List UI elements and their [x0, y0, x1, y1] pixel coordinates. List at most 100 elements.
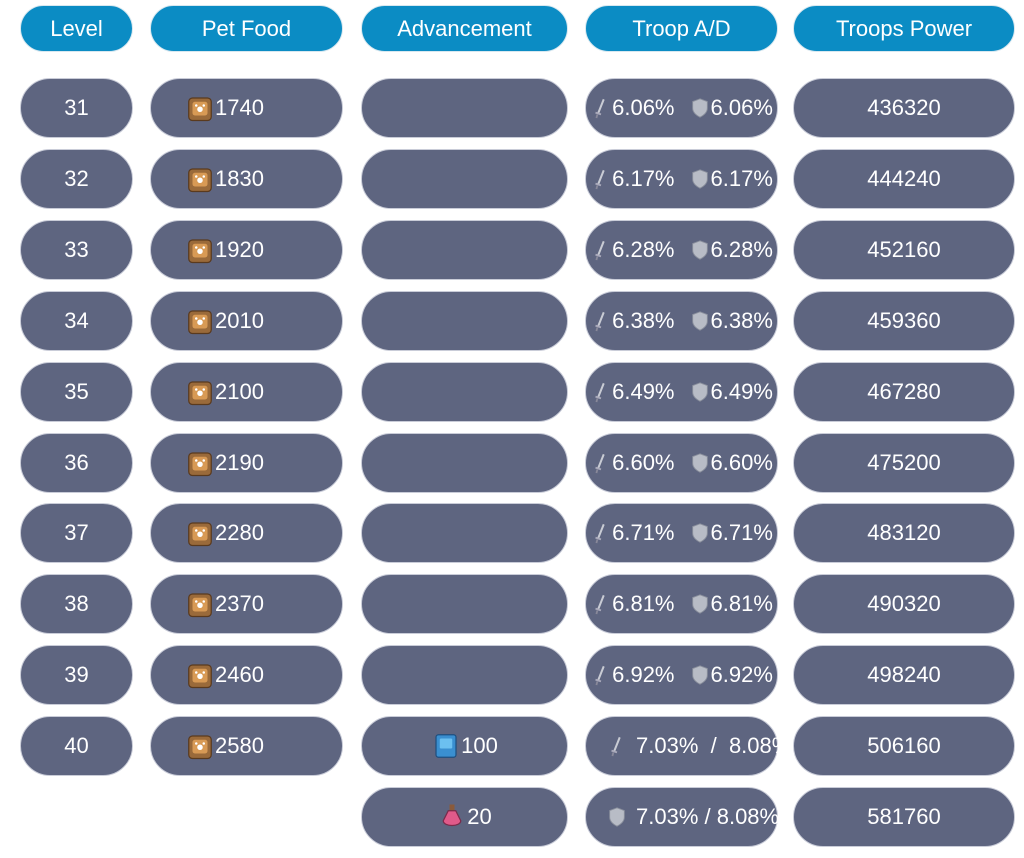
pet-food-text: 2280	[215, 520, 264, 546]
advancement-cell	[361, 78, 568, 138]
troop-cell small: 6.71% 6.71%	[585, 503, 778, 564]
header-text: Troops Power	[835, 15, 973, 41]
sword-icon	[595, 453, 605, 473]
advancement-cell: 100	[361, 716, 568, 777]
power-cell: 452160	[793, 219, 1015, 280]
sword-icon	[595, 595, 605, 615]
advancement-cell	[361, 290, 568, 351]
defense-text: 6.17%	[710, 165, 773, 191]
level-cell: 38	[20, 574, 133, 635]
pet-food-cell: 2100	[150, 361, 343, 422]
pet-food-text: 2100	[215, 378, 264, 404]
book-icon	[435, 734, 457, 758]
power-cell: 436320	[793, 78, 1015, 138]
level-text: 35	[64, 378, 89, 404]
pet-food-cell: 1740	[150, 78, 343, 138]
troop-cell small: 6.06% 6.06%	[585, 78, 778, 138]
food-icon	[188, 664, 212, 689]
troop-text: 7.03% / 8.08%	[636, 733, 792, 759]
power-cell: 475200	[793, 432, 1015, 493]
potion-icon	[442, 804, 462, 827]
level-text: 32	[64, 165, 89, 191]
attack-text: 6.71%	[612, 520, 675, 546]
food-icon	[188, 451, 212, 476]
pet-food-cell: 2580	[150, 716, 343, 777]
pet-food-text: 2370	[215, 591, 264, 617]
level-text: 33	[64, 236, 89, 262]
pet-food-cell: 1830	[150, 148, 343, 209]
level-text: 40	[64, 733, 89, 759]
advancement-cell	[361, 645, 568, 706]
troop-cell small: 7.03% / 8.08%	[585, 716, 791, 777]
power-cell: 506160	[793, 716, 1015, 777]
defense-text: 6.28%	[710, 236, 773, 262]
attack-text: 6.38%	[612, 307, 675, 333]
troop-cell small: 7.03% / 8.08%	[585, 787, 779, 847]
pet-food-text: 2580	[215, 733, 264, 759]
sword-icon	[595, 240, 605, 261]
power-cell: 444240	[793, 148, 1015, 209]
food-icon	[188, 239, 212, 263]
shield-icon	[691, 311, 708, 331]
attack-text: 6.60%	[612, 449, 675, 475]
attack-text: 6.92%	[612, 662, 675, 688]
troop-cell small: 6.49% 6.49%	[585, 361, 778, 422]
shield-icon	[691, 452, 708, 473]
level-text: 37	[64, 520, 89, 546]
advancement-cell	[361, 361, 568, 422]
sword-icon	[595, 524, 605, 544]
power-text: 506160	[867, 733, 941, 759]
defense-text: 6.06%	[710, 95, 773, 120]
power-cell: 581760	[793, 787, 1015, 847]
food-icon	[188, 735, 212, 760]
header-text: Troop A/D	[632, 15, 731, 41]
pet-food-text: 1920	[215, 236, 264, 262]
power-cell: 498240	[793, 645, 1015, 706]
food-icon	[188, 168, 212, 193]
sword-icon	[595, 311, 605, 331]
power-cell: 459360	[793, 290, 1015, 351]
power-text: 436320	[867, 95, 941, 120]
header-text: Pet Food	[201, 15, 292, 41]
sword-icon	[595, 169, 605, 190]
level-cell: 34	[20, 290, 133, 351]
power-text: 444240	[867, 165, 941, 191]
attack-text: 6.17%	[612, 165, 675, 191]
food-icon	[188, 310, 212, 334]
power-text: 475200	[867, 449, 941, 475]
advancement-cell	[361, 503, 568, 564]
pet-food-cell: 2010	[150, 290, 343, 351]
defense-text: 6.60%	[710, 449, 773, 475]
level-cell: 37	[20, 503, 133, 564]
level-cell: 32	[20, 148, 133, 209]
power-text: 459360	[867, 307, 941, 333]
pet-food-cell: 2190	[150, 432, 343, 493]
pet-food-text: 1830	[215, 165, 264, 191]
food-icon	[188, 97, 212, 122]
defense-text: 6.92%	[710, 662, 773, 688]
header-text: Advancement	[397, 15, 532, 41]
advancement-cell	[361, 148, 568, 209]
column-header: Troops Power	[793, 5, 1015, 52]
power-cell: 490320	[793, 574, 1015, 635]
level-text: 31	[64, 95, 89, 120]
level-cell: 36	[20, 432, 133, 493]
pet-food-cell: 1920	[150, 219, 343, 280]
level-cell: 39	[20, 645, 133, 706]
shield-icon	[691, 169, 708, 189]
header-text: Level	[50, 15, 103, 41]
advancement-cell	[361, 574, 568, 635]
attack-text: 6.06%	[612, 95, 675, 120]
shield-icon	[609, 807, 625, 827]
troop-cell small: 6.17% 6.17%	[585, 148, 778, 209]
advancement-cell	[361, 432, 568, 493]
advancement-text: 20	[467, 804, 492, 829]
food-icon	[188, 593, 212, 618]
shield-icon	[691, 381, 708, 402]
shield-icon	[691, 523, 708, 544]
pet-food-cell: 2370	[150, 574, 343, 635]
level-cell: 31	[20, 78, 133, 138]
attack-text: 6.28%	[612, 236, 675, 262]
attack-text: 6.49%	[612, 378, 675, 404]
